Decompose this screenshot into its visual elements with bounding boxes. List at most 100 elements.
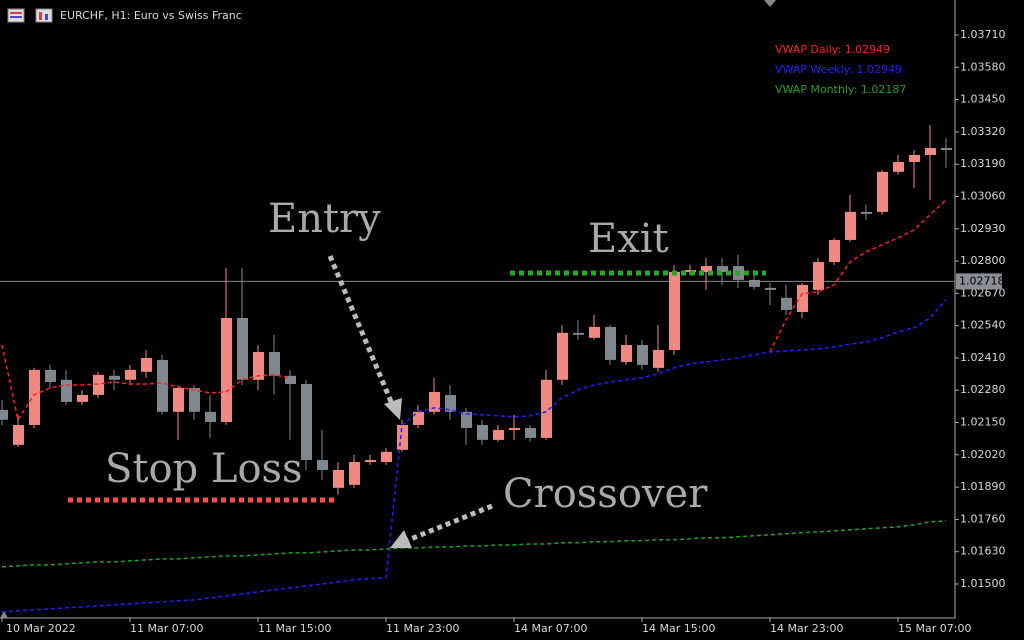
candle-body [301, 384, 312, 461]
vwap-line [769, 199, 947, 353]
candle-body [589, 326, 600, 338]
candle-body [221, 317, 232, 423]
candle-body [717, 266, 728, 272]
candle-body [461, 411, 472, 428]
candle-body [0, 409, 8, 420]
y-tick-label: 1.02800 [960, 254, 1006, 267]
candle-body [349, 462, 360, 485]
y-tick-label: 1.02540 [960, 319, 1006, 332]
candle-body [813, 262, 824, 290]
x-tick-label: 14 Mar 15:00 [642, 622, 715, 635]
y-tick-label: 1.03450 [960, 93, 1006, 106]
y-tick-label: 1.01760 [960, 512, 1006, 525]
y-tick-label: 1.01630 [960, 545, 1006, 558]
legend-entry: VWAP Weekly: 1.02949 [775, 63, 902, 76]
candle-body [941, 148, 952, 151]
candle-body [397, 424, 408, 450]
annotation: Entry [268, 196, 381, 242]
candle-body [845, 211, 856, 240]
candle-body [653, 349, 664, 368]
y-tick-label: 1.03190 [960, 157, 1006, 170]
crossover-arrow [407, 503, 493, 543]
candle-body [477, 424, 488, 440]
scroll-marker [764, 0, 776, 7]
candle-body [381, 451, 392, 463]
y-tick-label: 1.01890 [960, 480, 1006, 493]
candle-body [861, 211, 872, 214]
y-tick-label: 1.02150 [960, 416, 1006, 429]
y-tick-label: 1.02670 [960, 286, 1006, 299]
candle-body [621, 345, 632, 362]
candle-body [509, 427, 520, 430]
y-tick-label: 1.03710 [960, 28, 1006, 41]
annotation: Stop Loss [105, 446, 303, 492]
candle-body [781, 297, 792, 310]
candle-body [61, 379, 72, 402]
candle-body [285, 375, 296, 385]
candle-body [125, 369, 136, 380]
candle-body [829, 239, 840, 263]
vwap-line [1, 299, 947, 613]
x-tick-label: 10 Mar 2022 [6, 622, 76, 635]
candle-body [45, 369, 56, 383]
candle-body [445, 394, 456, 412]
y-tick-label: 1.02410 [960, 351, 1006, 364]
candle-body [429, 391, 440, 412]
y-tick-label: 1.02280 [960, 383, 1006, 396]
candle-body [205, 411, 216, 423]
crossover-arrowhead [390, 530, 412, 548]
x-tick-label: 11 Mar 15:00 [258, 622, 331, 635]
candle-body [317, 460, 328, 470]
candle-body [77, 394, 88, 402]
x-tick-label: 15 Mar 07:00 [898, 622, 971, 635]
entry-arrowhead [384, 398, 402, 420]
candle-body [557, 332, 568, 380]
y-tick-label: 1.03580 [960, 60, 1006, 73]
candle-body [109, 375, 120, 380]
candle-body [797, 284, 808, 312]
candle-body [413, 411, 424, 425]
candle-body [13, 424, 24, 445]
candle-body [253, 351, 264, 380]
symbol-icons [7, 8, 53, 23]
y-tick-label: 1.03320 [960, 125, 1006, 138]
current-price-box [956, 273, 1002, 290]
x-tick-label: 14 Mar 23:00 [770, 622, 843, 635]
candle-body [765, 287, 776, 290]
candle-body [269, 351, 280, 376]
period-marker [0, 611, 8, 618]
annotation: Exit [588, 216, 669, 262]
candle-body [189, 387, 200, 412]
candle-body [573, 332, 584, 335]
candle-body [909, 154, 920, 162]
candle-body [29, 369, 40, 425]
legend-entry: VWAP Monthly: 1.02187 [775, 83, 906, 96]
candle-body [541, 379, 552, 438]
candle-body [525, 427, 536, 438]
candle-body [637, 345, 648, 365]
candle-body [893, 161, 904, 172]
y-tick-label: 1.02020 [960, 448, 1006, 461]
candle-body [93, 374, 104, 395]
vwap-line [1, 520, 947, 568]
legend-entry: VWAP Daily: 1.02949 [775, 43, 890, 56]
annotation: Crossover [503, 471, 708, 517]
candle-body [333, 469, 344, 488]
candle-body [877, 171, 888, 212]
candle-body [925, 148, 936, 155]
y-tick-label: 1.01500 [960, 577, 1006, 590]
candle-body [493, 429, 504, 440]
marks [0, 124, 955, 613]
x-tick-label: 14 Mar 07:00 [514, 622, 587, 635]
y-tick-label: 1.02930 [960, 222, 1006, 235]
x-tick-label: 11 Mar 07:00 [130, 622, 203, 635]
candle-body [749, 279, 760, 287]
candle-body [605, 326, 616, 360]
candle-body [365, 460, 376, 463]
vwap-line [1, 344, 291, 422]
y-tick-label: 1.03060 [960, 189, 1006, 202]
candle-body [701, 266, 712, 272]
chart-title: EURCHF, H1: Euro vs Swiss Franc [60, 9, 242, 22]
